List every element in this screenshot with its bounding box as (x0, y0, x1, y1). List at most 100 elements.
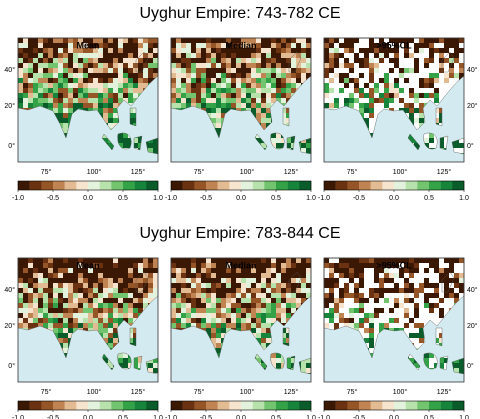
land-cell (38, 73, 43, 78)
land-cell (384, 53, 389, 58)
land-cell (128, 338, 133, 343)
land-cell (339, 318, 344, 323)
land-cell (181, 93, 186, 98)
land-cell (93, 88, 98, 93)
land-cell (38, 288, 43, 293)
land-cell (241, 98, 246, 103)
land-cell (429, 303, 434, 308)
land-cell (241, 308, 246, 313)
land-cell (404, 293, 409, 298)
land-cell (206, 93, 211, 98)
land-cell (301, 143, 306, 148)
land-cell (148, 38, 153, 43)
land-cell (276, 278, 281, 283)
land-cell (384, 288, 389, 293)
land-cell (369, 43, 374, 48)
land-cell (251, 43, 256, 48)
land-cell (216, 298, 221, 303)
land-cell (384, 258, 389, 263)
land-cell (394, 258, 399, 263)
land-cell (133, 108, 138, 113)
land-cell (123, 358, 128, 363)
land-cell (181, 308, 186, 313)
land-cell (58, 283, 63, 288)
land-cell (133, 83, 138, 88)
land-cell (143, 278, 148, 283)
land-cell (266, 283, 271, 288)
land-cell (186, 278, 191, 283)
land-cell (143, 38, 148, 43)
land-cell (206, 298, 211, 303)
land-cell (133, 138, 138, 143)
land-cell (206, 53, 211, 58)
land-cell (251, 323, 256, 328)
land-cell (344, 43, 349, 48)
land-cell (439, 343, 444, 348)
land-cell (306, 53, 311, 58)
land-cell (171, 83, 176, 88)
land-cell (103, 328, 108, 333)
land-cell (349, 258, 354, 263)
land-cell (434, 38, 439, 43)
land-cell (226, 88, 231, 93)
land-cell (251, 303, 256, 308)
land-cell (236, 48, 241, 53)
land-cell (261, 123, 266, 128)
land-cell (296, 258, 301, 263)
land-cell (291, 283, 296, 288)
land-cell (409, 258, 414, 263)
land-cell (118, 138, 123, 143)
land-cell (78, 318, 83, 323)
land-cell (108, 303, 113, 308)
land-cell (231, 323, 236, 328)
land-cell (186, 273, 191, 278)
land-cell (201, 73, 206, 78)
land-cell (216, 43, 221, 48)
land-cell (18, 88, 23, 93)
land-cell (128, 293, 133, 298)
land-cell (256, 103, 261, 108)
colorbar-swatch (276, 181, 288, 190)
land-cell (459, 358, 464, 363)
land-cell (181, 273, 186, 278)
land-cell (63, 313, 68, 318)
land-cell (414, 93, 419, 98)
land-cell (374, 98, 379, 103)
land-cell (186, 78, 191, 83)
land-cell (404, 108, 409, 113)
land-cell (266, 308, 271, 313)
land-cell (128, 303, 133, 308)
land-cell (291, 78, 296, 83)
land-cell (266, 68, 271, 73)
colorbar-swatch (229, 401, 242, 410)
land-cell (246, 38, 251, 43)
land-cell (128, 113, 133, 118)
land-cell (414, 98, 419, 103)
land-cell (143, 63, 148, 68)
land-cell (286, 123, 291, 128)
land-cell (201, 278, 206, 283)
land-cell (201, 38, 206, 43)
land-cell (306, 38, 311, 43)
land-cell (434, 283, 439, 288)
land-cell (339, 88, 344, 93)
land-cell (261, 58, 266, 63)
land-cell (414, 323, 419, 328)
land-cell (226, 98, 231, 103)
land-cell (349, 323, 354, 328)
land-cell (291, 43, 296, 48)
colorbar-swatch (382, 181, 395, 190)
land-cell (354, 83, 359, 88)
land-cell (344, 73, 349, 78)
land-cell (384, 103, 389, 108)
land-cell (324, 313, 329, 318)
land-cell (296, 288, 301, 293)
land-cell (63, 318, 68, 323)
land-cell (429, 38, 434, 43)
land-cell (171, 263, 176, 268)
land-cell (83, 318, 88, 323)
land-cell (261, 63, 266, 68)
land-cell (48, 298, 53, 303)
land-cell (364, 48, 369, 53)
land-cell (153, 363, 158, 368)
